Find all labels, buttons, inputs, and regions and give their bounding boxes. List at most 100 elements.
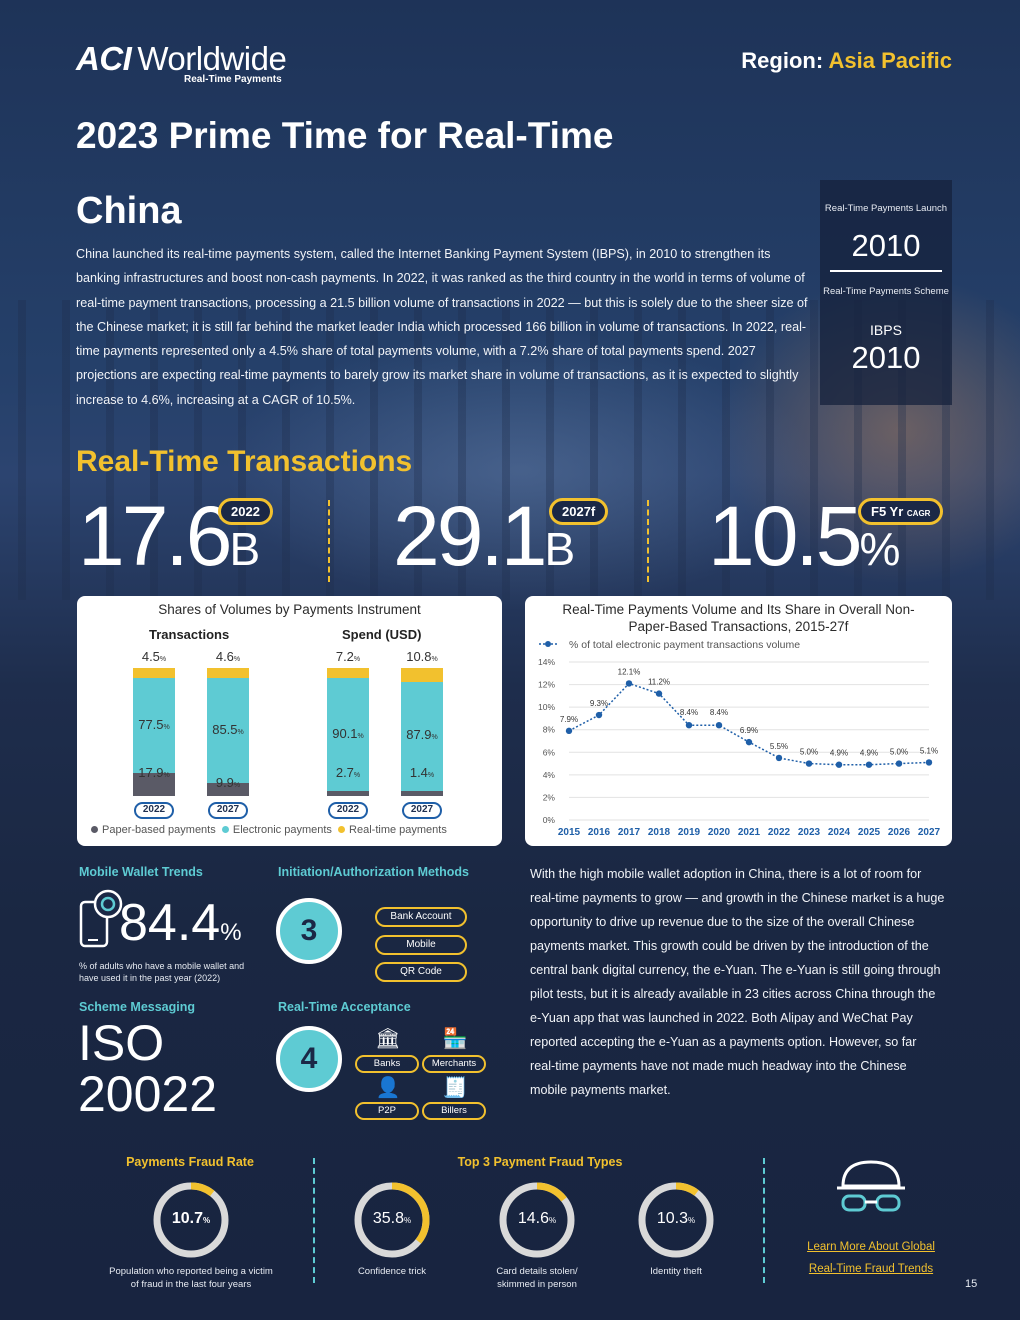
bar-label-realtime: 4.5% [141,649,167,664]
shares-card: Shares of Volumes by Payments Instrument… [77,596,502,846]
stacked-bar-1 [133,668,175,796]
country-heading: China [76,190,182,232]
legend-swatch-realtime [338,826,346,834]
stat-unit: % [859,523,901,575]
acceptance-count: 4 [276,1026,342,1092]
data-label: 5.0% [890,748,908,757]
data-point [715,722,723,729]
legend-realtime-text: Real-time payments [349,824,447,836]
stacked-bar-4 [401,668,443,796]
bar-segment-paper [133,773,175,796]
data-point [625,680,633,687]
method-qr-code: QR Code [375,962,467,982]
bar-segment-realtime [133,668,175,678]
divider [763,1158,765,1283]
bar-segment-electronic [401,681,443,791]
region-key: Region: [741,48,824,73]
stacked-bar-2 [207,668,249,796]
y-tick-label: 12% [538,680,555,690]
data-point [805,760,813,767]
fraud-rate-donut: 10.7% [152,1181,230,1259]
logo-subtitle: Real-Time Payments [184,74,282,85]
x-tick-label: 2016 [588,827,611,838]
fraudster-icon [837,1160,905,1212]
bar-year-pill: 2022 [134,802,174,819]
data-point [775,754,783,762]
fraud-type-donut-1: 35.8% [353,1181,431,1259]
bank-icon: 🏛 [375,1028,401,1050]
bar-year-pill: 2027 [208,802,248,819]
scheme-iso: ISO [78,1015,165,1071]
cagr-pill-small: CAGR [906,509,931,518]
fraud-rate-value: 10.7% [152,1210,230,1228]
region-label: Region: Asia Pacific [741,48,952,74]
donut-value: 35.8 [372,1210,404,1227]
stat-cagr: 10.5% [708,488,900,585]
donut-svg [354,1182,430,1258]
intro-paragraph: China launched its real-time payments sy… [76,247,808,407]
group-label-spend: Spend (USD) [342,627,422,642]
person-icon: 👤 [375,1077,401,1099]
fraud-type-3-caption: Identity theft [650,1266,702,1277]
logo-aci-text: ACI [76,40,132,77]
y-tick-label: 2% [543,792,556,802]
x-tick-label: 2020 [708,827,731,838]
stat-value: 17.6 [78,489,232,583]
legend-swatch-electronic [221,826,229,834]
data-label: 8.4% [680,708,698,717]
legend-marker [545,641,551,647]
legend-realtime: Real-time payments [338,824,447,836]
fraud-type-donut-2: 14.6% [498,1181,576,1259]
x-tick-label: 2017 [618,827,641,838]
fraud-type-1-caption: Confidence trick [357,1266,427,1277]
donut-svg [638,1182,714,1258]
fraud-type-2-caption: Card details stolen/ skimmed in person [496,1266,578,1290]
bar-year-pill: 2027 [402,802,442,819]
data-label: 4.9% [830,749,848,758]
legend-paper: Paper-based payments [91,824,216,836]
body-paragraph: With the high mobile wallet adoption in … [530,867,945,1097]
data-label: 12.1% [618,667,641,676]
group-label-transactions: Transactions [149,627,230,642]
bar-segment-electronic [133,678,175,774]
aci-logo[interactable]: ACI Worldwide [76,40,287,78]
legend-paper-text: Paper-based payments [102,824,216,836]
launch-info-box: Real-Time Payments Launch 2010 Real-Time… [820,180,952,405]
mobile-wallet-icon [79,889,123,948]
methods-count: 3 [276,898,342,964]
fraud-type-3-value: 10.3% [637,1210,715,1228]
bar-segment-electronic [207,678,249,784]
bar-segment-paper [401,791,443,796]
fraud-link-line-1[interactable]: Learn More About Global [807,1241,935,1253]
scheme-label: Real-Time Payments Scheme [823,286,949,297]
donut-value: 14.6 [517,1210,549,1227]
divider [647,500,649,582]
bar-label-electronic: 90.1% [332,725,364,741]
donut-value: 10.3 [656,1210,688,1227]
data-label: 9.3% [590,699,608,708]
fraud-type-1-value: 35.8% [353,1210,431,1228]
stat-value: 10.5 [708,489,862,583]
stat-2022-volume: 17.6B [78,488,260,585]
bar-label-realtime: 7.2% [335,649,361,664]
x-tick-label: 2018 [648,827,671,838]
y-tick-label: 14% [538,657,555,667]
data-point [925,759,933,766]
donut-unit: % [404,1216,412,1225]
mobile-wallet-stat: 84.4% [119,893,242,953]
divider [313,1158,315,1283]
data-point [595,711,603,719]
bill-icon: 🧾 [442,1077,468,1099]
year-pill-2027f: 2027f [549,498,609,525]
fraud-type-2-value: 14.6% [498,1210,576,1228]
bar-segment-electronic [327,678,369,791]
x-tick-label: 2021 [738,827,761,838]
line-chart-title: Real-Time Payments Volume and Its Share … [562,602,915,634]
fraud-trends-link[interactable]: Learn More About Global Real-Time Fraud … [786,1236,956,1280]
fraud-link-line-2[interactable]: Real-Time Fraud Trends [808,1263,934,1275]
bar-segment-realtime [327,668,369,678]
stat-unit: B [544,523,576,575]
section-title-transactions: Real-Time Transactions [76,445,413,478]
donut-unit: % [549,1216,557,1225]
donut-unit: % [688,1216,696,1225]
